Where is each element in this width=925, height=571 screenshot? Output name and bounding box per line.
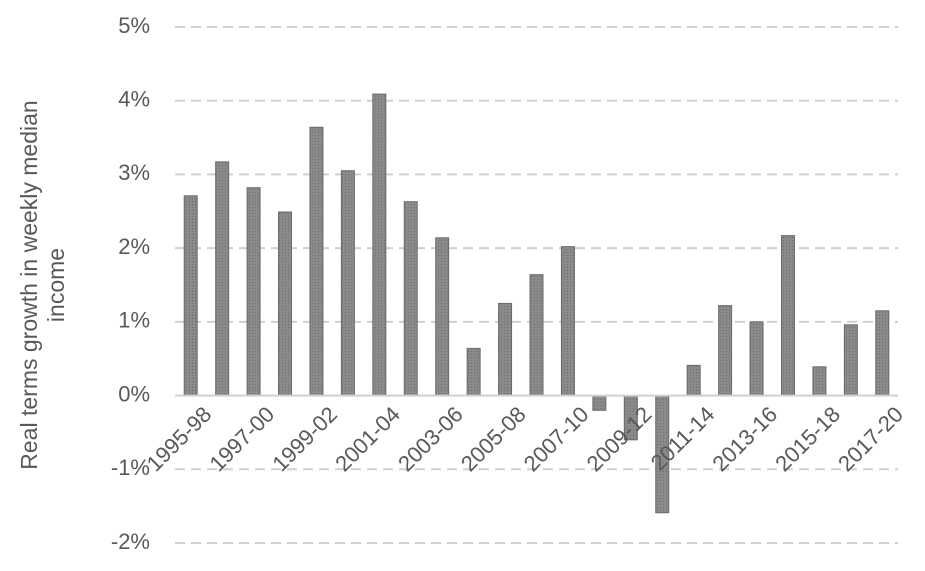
x-tick-label: 1995-98 (142, 402, 217, 477)
bar (780, 235, 795, 397)
bar (309, 126, 324, 397)
bar (812, 366, 827, 397)
y-axis-label: Real terms growth in weekly median incom… (16, 100, 69, 470)
y-tick-label: -1% (111, 455, 150, 480)
x-tick-label: 2017-20 (833, 402, 908, 477)
y-tick-label: 3% (118, 160, 150, 185)
x-tick-label: 1997-00 (204, 402, 279, 477)
y-tick-label: 4% (118, 87, 150, 112)
y-tick-label: 5% (118, 13, 150, 38)
bar (718, 305, 733, 397)
x-tick-label: 2013-16 (707, 402, 782, 477)
bar (278, 211, 293, 397)
x-tick-label: 2009-12 (582, 402, 657, 477)
bar (592, 395, 607, 411)
bar (529, 274, 544, 397)
y-tick-label: 0% (118, 381, 150, 406)
bar (749, 321, 764, 397)
bar (843, 324, 858, 397)
x-tick-label: 2001-04 (330, 402, 405, 477)
bar (215, 161, 230, 397)
bar (498, 302, 513, 397)
x-tick-label: 2003-06 (393, 402, 468, 477)
bar (466, 347, 481, 397)
bar (183, 195, 198, 397)
x-tick-label: 2015-18 (770, 402, 845, 477)
bar (372, 93, 387, 397)
y-tick-label: 1% (118, 308, 150, 333)
x-tick-label: 1999-02 (267, 402, 342, 477)
bar (246, 187, 261, 397)
bar (435, 237, 450, 397)
bar (403, 201, 418, 397)
bar (340, 170, 355, 397)
x-tick-label: 2005-08 (456, 402, 531, 477)
bar (875, 310, 890, 397)
y-tick-label: -2% (111, 529, 150, 554)
bar (686, 364, 701, 397)
x-tick-label: 2007-10 (519, 402, 594, 477)
y-tick-label: 2% (118, 234, 150, 259)
bar (560, 246, 575, 397)
